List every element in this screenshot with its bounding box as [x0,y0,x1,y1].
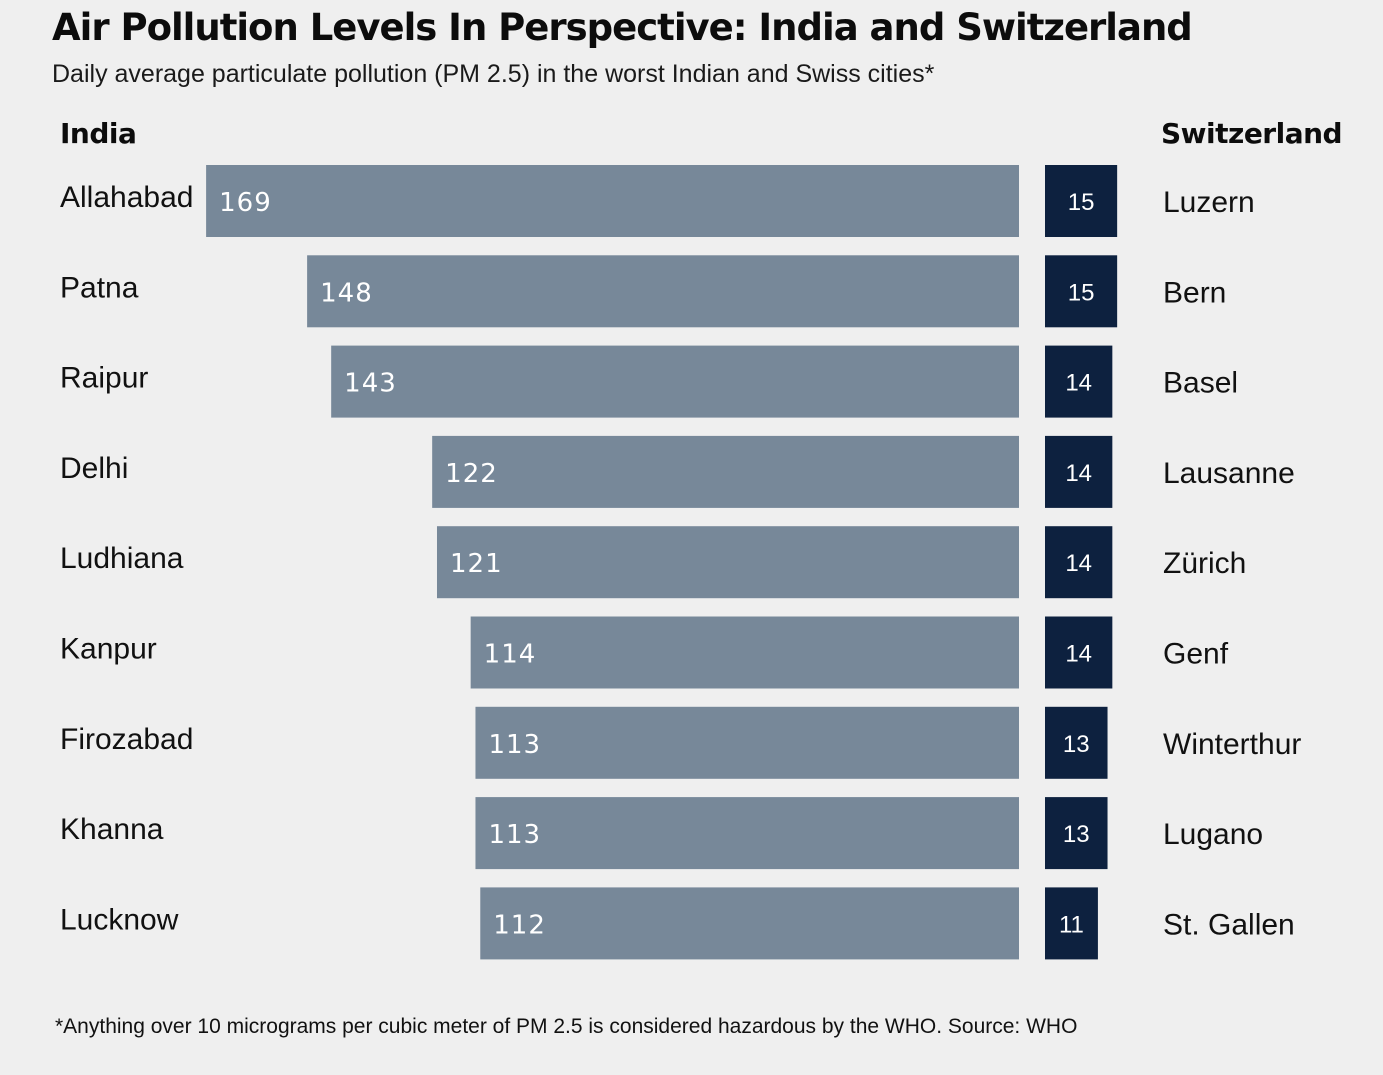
bar-switzerland-luzern [1045,165,1118,237]
bar-india-lucknow [480,887,1019,960]
data-label-switzerland-zurich: 14 [1065,550,1092,577]
category-label-luzern: Luzern [1163,186,1255,219]
chart-title: Air Pollution Levels In Perspective: Ind… [52,6,1193,49]
bar-switzerland-lausanne [1045,435,1113,508]
bar-switzerland-bern [1045,255,1118,328]
data-label-india-allahabad: 169 [219,188,272,218]
category-label-zurich: Zürich [1163,547,1246,580]
category-label-kanpur: Kanpur [60,633,157,666]
bar-india-khanna [475,797,1020,870]
bar-india-kanpur [470,616,1019,689]
category-label-genf: Genf [1163,638,1229,671]
bar-switzerland-basel [1045,345,1113,418]
data-label-switzerland-winterthur: 13 [1063,731,1090,758]
data-label-switzerland-st-gallen: 11 [1059,911,1084,938]
bar-india-ludhiana [436,526,1019,599]
category-label-lausanne: Lausanne [1163,457,1295,490]
category-label-patna: Patna [60,271,139,304]
switzerland-group-heading: Switzerland [1161,117,1343,150]
bar-switzerland-winterthur [1045,706,1108,779]
data-label-switzerland-luzern: 15 [1068,189,1095,216]
category-label-winterthur: Winterthur [1163,728,1301,761]
data-label-india-delhi: 122 [445,459,498,489]
data-label-switzerland-basel: 14 [1065,370,1092,397]
bar-india-patna [307,255,1019,328]
bar-india-raipur [331,345,1019,418]
india-group-heading: India [60,117,137,150]
data-label-india-khanna: 113 [488,820,541,850]
bar-india-allahabad [206,165,1020,237]
chart-subtitle: Daily average particulate pollution (PM … [52,60,935,88]
bar-switzerland-lugano [1045,797,1108,870]
bar-india-firozabad [475,706,1020,779]
data-label-india-ludhiana: 121 [450,549,503,579]
category-label-raipur: Raipur [60,362,148,395]
data-label-india-firozabad: 113 [488,730,541,760]
category-label-allahabad: Allahabad [60,181,193,214]
category-label-basel: Basel [1163,367,1238,400]
category-label-lugano: Lugano [1163,818,1263,851]
category-label-delhi: Delhi [60,452,128,485]
bar-switzerland-zurich [1045,526,1113,599]
bar-switzerland-genf [1045,616,1113,689]
data-label-india-patna: 148 [320,278,373,308]
data-label-switzerland-genf: 14 [1065,641,1092,668]
chart-footnote: *Anything over 10 micrograms per cubic m… [55,1015,1078,1038]
bar-switzerland-st-gallen [1045,887,1098,960]
bar-india-delhi [432,435,1019,508]
category-label-lucknow: Lucknow [60,903,179,936]
data-label-switzerland-lugano: 13 [1063,821,1090,848]
category-label-bern: Bern [1163,276,1226,309]
data-label-india-raipur: 143 [344,369,397,399]
category-label-ludhiana: Ludhiana [60,542,184,575]
data-label-switzerland-bern: 15 [1068,279,1095,306]
category-label-st-gallen: St. Gallen [1163,908,1295,941]
data-label-india-lucknow: 112 [493,910,546,940]
data-label-india-kanpur: 114 [484,640,537,670]
category-label-firozabad: Firozabad [60,723,193,756]
data-label-switzerland-lausanne: 14 [1065,460,1092,487]
category-label-khanna: Khanna [60,813,164,846]
